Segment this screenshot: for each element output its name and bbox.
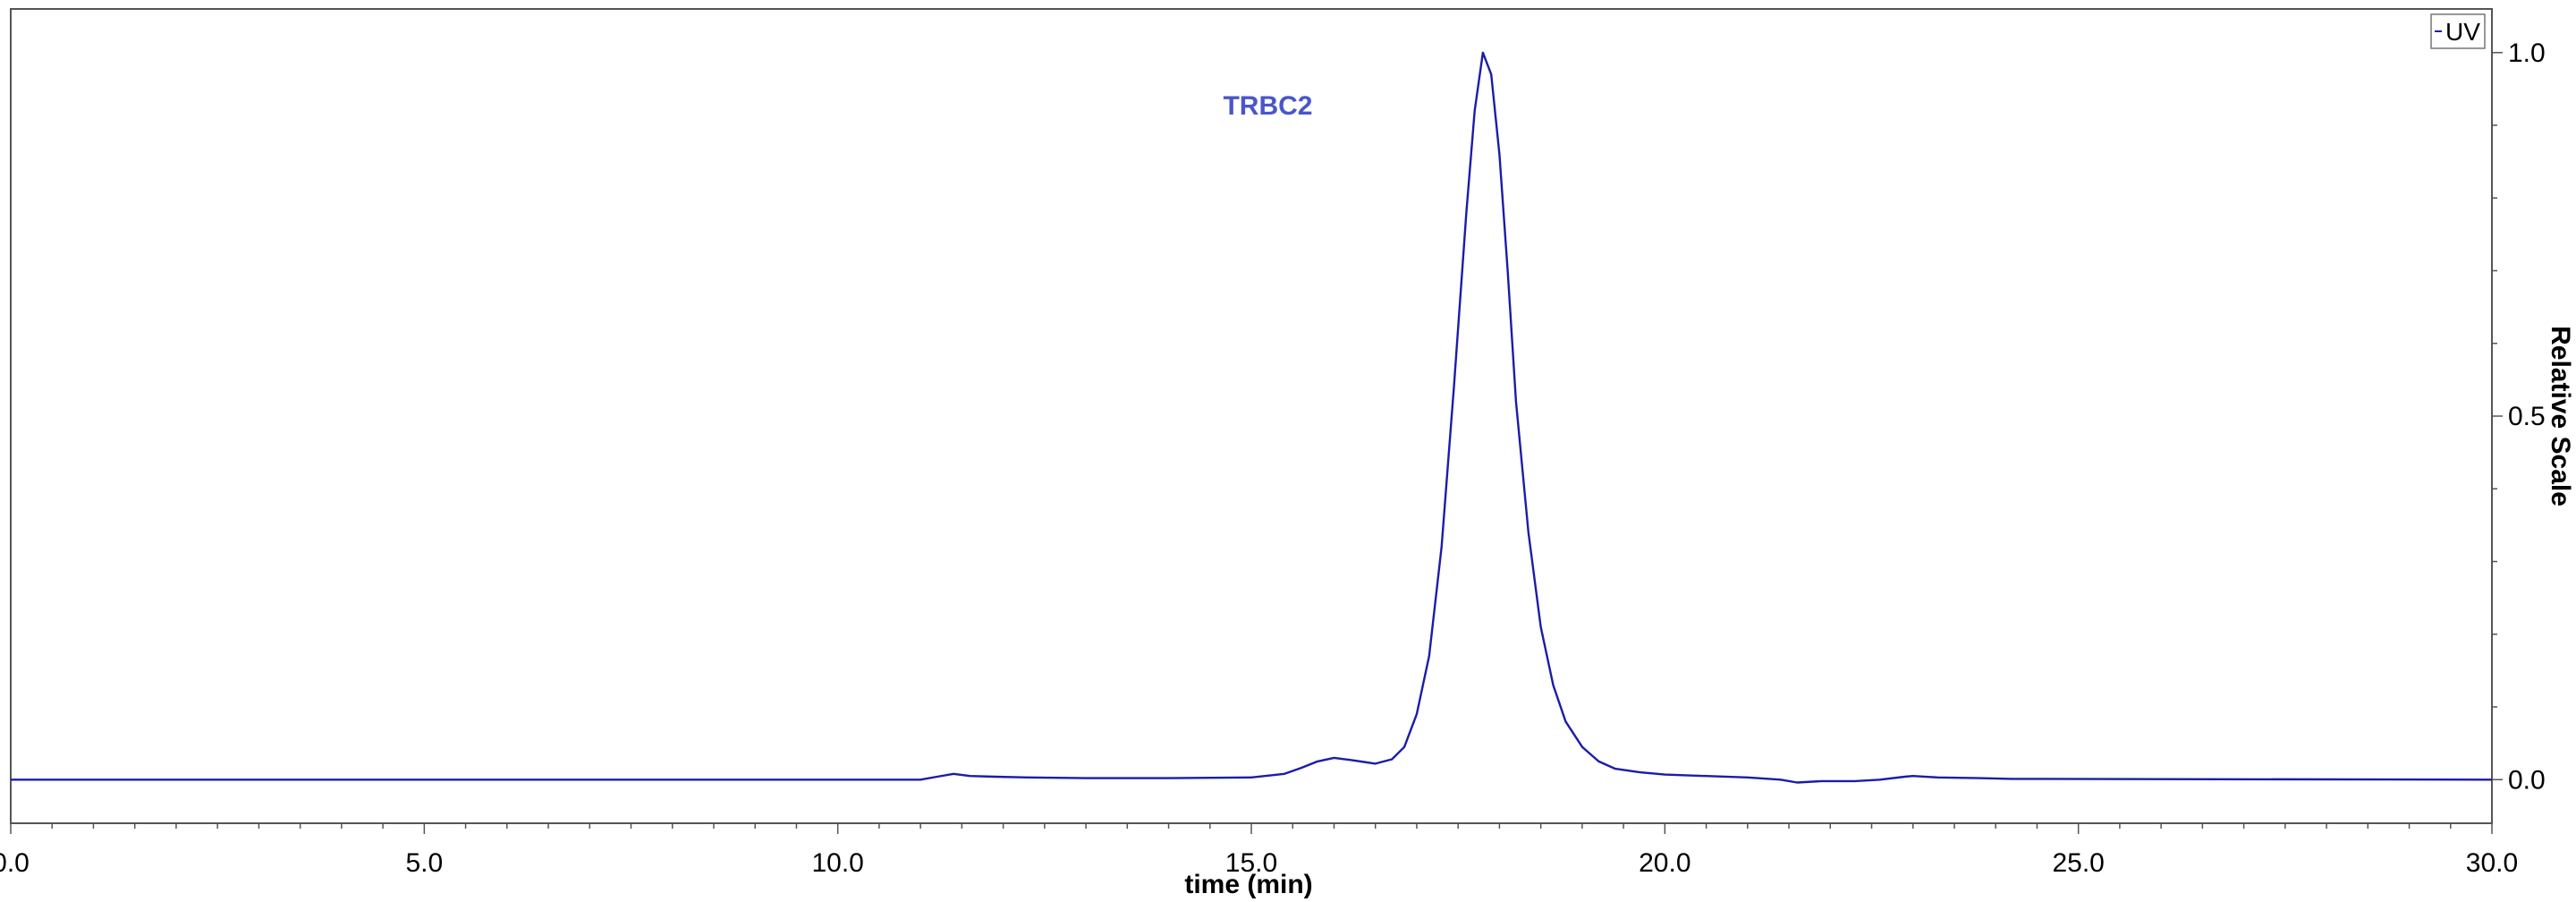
- y-axis-ticks: 0.0 0.5 1.0: [2492, 38, 2546, 795]
- x-tick-label: 25.0: [2052, 848, 2104, 878]
- x-tick-label: 30.0: [2466, 848, 2518, 878]
- y-tick-label: 1.0: [2508, 38, 2546, 68]
- x-tick-label: 5.0: [405, 848, 443, 878]
- peak-annotation-label: TRBC2: [1223, 91, 1312, 121]
- x-tick-label: 20.0: [1639, 848, 1690, 878]
- uv-trace-line: [11, 51, 2493, 784]
- x-tick-label: 15.0: [1225, 848, 1277, 878]
- x-axis-title: time (min): [1184, 870, 1312, 899]
- legend: UV: [2430, 13, 2486, 49]
- x-axis-ticks: 0.0 5.0 10.0 15.0 20.0 25.0 30.0: [0, 823, 2518, 878]
- x-tick-label: 0.0: [0, 848, 30, 878]
- y-axis-title: Relative Scale: [2546, 326, 2575, 506]
- legend-entry-uv: UV: [2445, 18, 2480, 46]
- x-tick-label: 10.0: [811, 848, 863, 878]
- y-tick-label: 0.5: [2508, 402, 2546, 431]
- y-tick-label: 0.0: [2508, 765, 2546, 795]
- plot-frame: [10, 8, 2493, 824]
